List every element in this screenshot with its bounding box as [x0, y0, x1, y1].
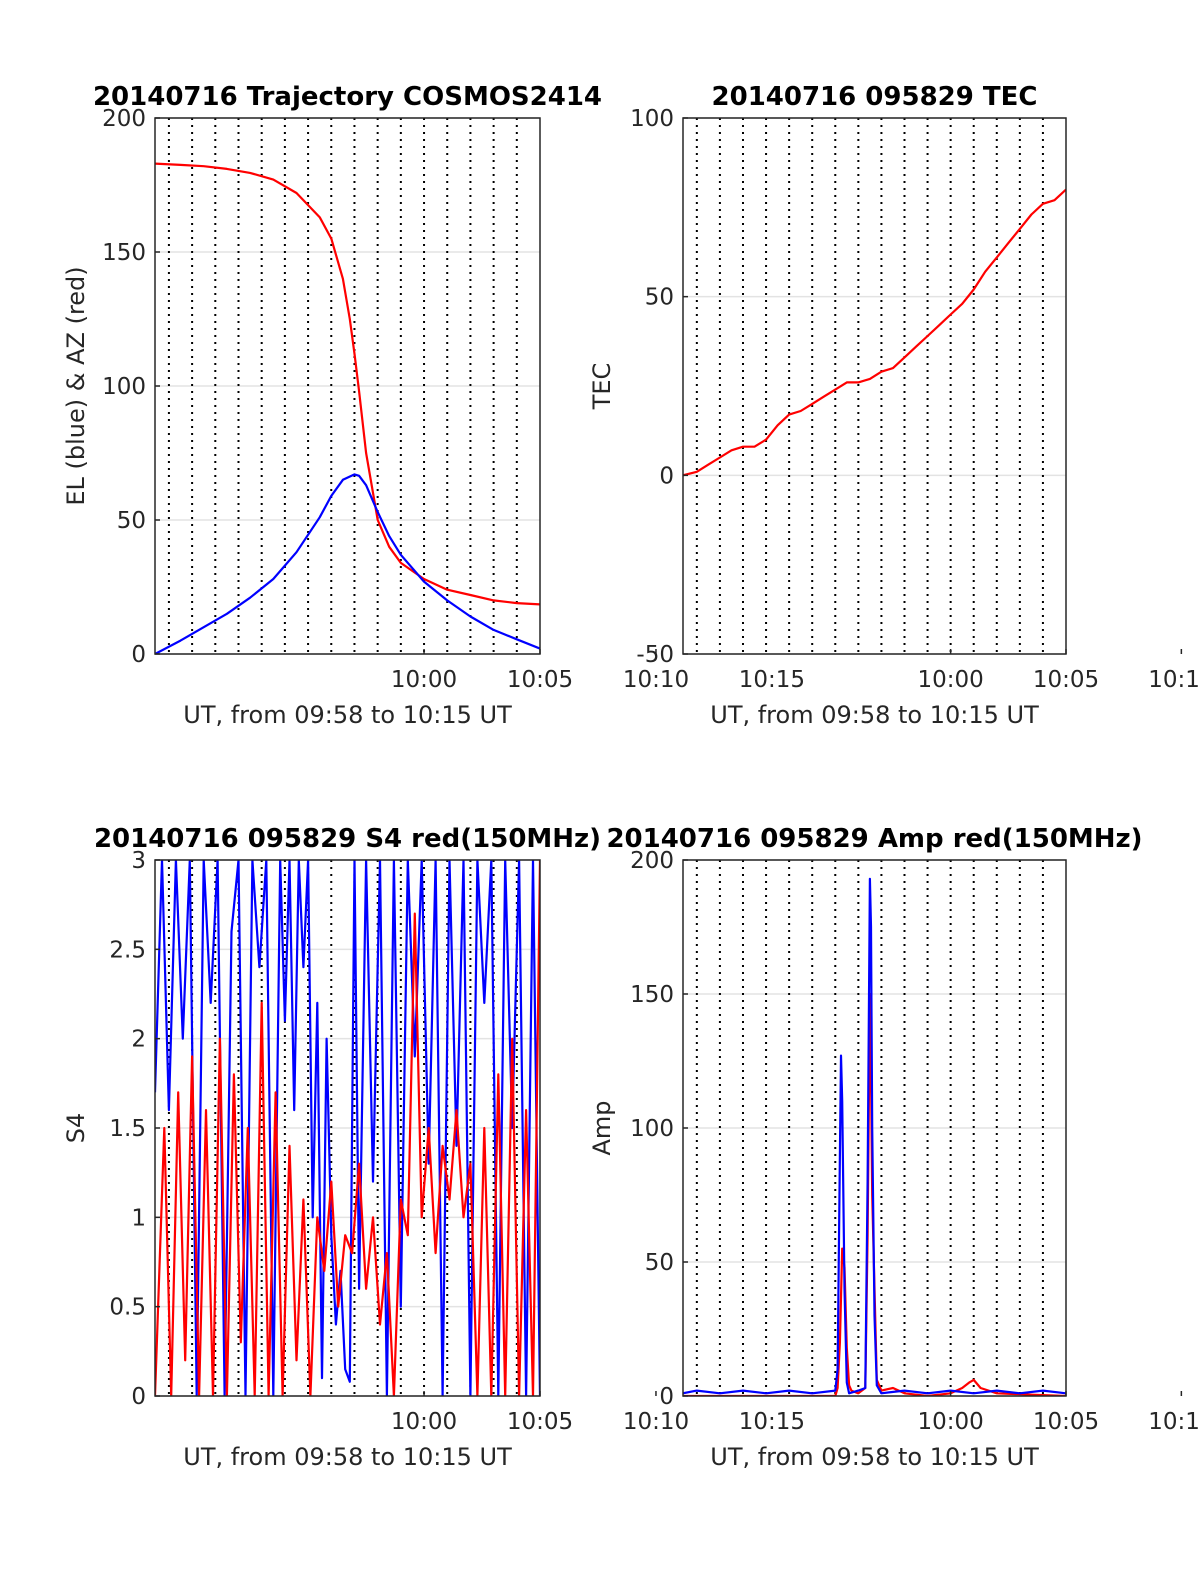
amp-series-1-line: [683, 877, 1066, 1395]
amp-xlabel: UT, from 09:58 to 10:15 UT: [710, 1443, 1039, 1471]
tec-plot-area: [683, 118, 1066, 654]
trajectory-xtick-label: 10:15: [739, 667, 805, 693]
trajectory-series-0-line: [155, 162, 540, 606]
tec-ytick-label: 0: [659, 463, 674, 489]
s4-xtick-label: 10:10: [623, 1409, 689, 1435]
trajectory-xtick-label: 10:10: [623, 667, 689, 693]
trajectory-title: 20140716 Trajectory COSMOS2414: [93, 82, 602, 112]
tec-xtick-label: 10:05: [1033, 667, 1099, 693]
tec-ylabel: TEC: [588, 363, 616, 411]
amp-ytick-label: 200: [630, 848, 674, 874]
tec-title: 20140716 095829 TEC: [712, 82, 1038, 112]
amp-xtick-label: 10:05: [1033, 1409, 1099, 1435]
amp-ytick-label: 0: [659, 1384, 674, 1410]
s4-ytick-label: 1: [131, 1205, 146, 1231]
s4-xtick-label: 10:00: [391, 1409, 457, 1435]
s4-ytick-label: 1.5: [109, 1116, 146, 1142]
trajectory-xtick-label: 10:05: [507, 667, 573, 693]
s4-ytick-label: 2: [131, 1027, 146, 1053]
tec-xlabel: UT, from 09:58 to 10:15 UT: [710, 701, 1039, 729]
trajectory-ytick-label: 0: [131, 642, 146, 668]
tec-xtick-label: 10:10: [1148, 667, 1200, 693]
tec-ytick-label: 50: [645, 285, 674, 311]
s4-ylabel: S4: [62, 1113, 90, 1144]
amp-panel: 10:00 10:05 10:10 10:15 0 50 100 150 20020140716…: [588, 824, 1200, 1471]
amp-ytick-label: 150: [630, 982, 674, 1008]
s4-ytick-label: 2.5: [109, 937, 146, 963]
s4-xtick-label: 10:15: [739, 1409, 805, 1435]
tec-xtick-label: 10:00: [917, 667, 983, 693]
s4-series-1-line: [155, 860, 540, 1396]
amp-ytick-label: 100: [630, 1116, 674, 1142]
tec-series-0-line: [683, 188, 1066, 477]
trajectory-xlabel: UT, from 09:58 to 10:15 UT: [183, 701, 512, 729]
s4-xtick-label: 10:05: [507, 1409, 573, 1435]
amp-xtick-label: 10:00: [917, 1409, 983, 1435]
amp-ylabel: Amp: [588, 1100, 616, 1155]
trajectory-xtick-label: 10:00: [391, 667, 457, 693]
trajectory-panel: 10:00 10:05 10:10 10:15 0 50 100 150 20020140716…: [62, 82, 805, 729]
tec-panel: 10:00 10:05 10:10 10:15 -50 0 50 100 20140716 09…: [588, 82, 1200, 729]
s4-panel: 10:00 10:05 10:10 10:15 0 0.5 1 1.5 2 2.5 32014071…: [62, 824, 805, 1471]
trajectory-series-1-line: [155, 473, 540, 654]
s4-ytick-label: 0: [131, 1384, 146, 1410]
s4-ytick-label: 3: [131, 848, 146, 874]
tec-axes-frame: [682, 117, 1067, 655]
trajectory-ytick-label: 50: [117, 508, 146, 534]
amp-ytick-label: 50: [645, 1250, 674, 1276]
trajectory-ylabel: EL (blue) & AZ (red): [62, 266, 90, 505]
amp-title: 20140716 095829 Amp red(150MHz): [606, 824, 1142, 854]
trajectory-ytick-label: 150: [102, 240, 146, 266]
amp-xtick-label: 10:10: [1148, 1409, 1200, 1435]
trajectory-ytick-label: 100: [102, 374, 146, 400]
trajectory-ytick-label: 200: [102, 106, 146, 132]
s4-title: 20140716 095829 S4 red(150MHz): [94, 824, 601, 854]
tec-ytick-label: 100: [630, 106, 674, 132]
tec-ytick-label: -50: [636, 642, 674, 668]
s4-ytick-label: 0.5: [109, 1295, 146, 1321]
s4-xlabel: UT, from 09:58 to 10:15 UT: [183, 1443, 512, 1471]
